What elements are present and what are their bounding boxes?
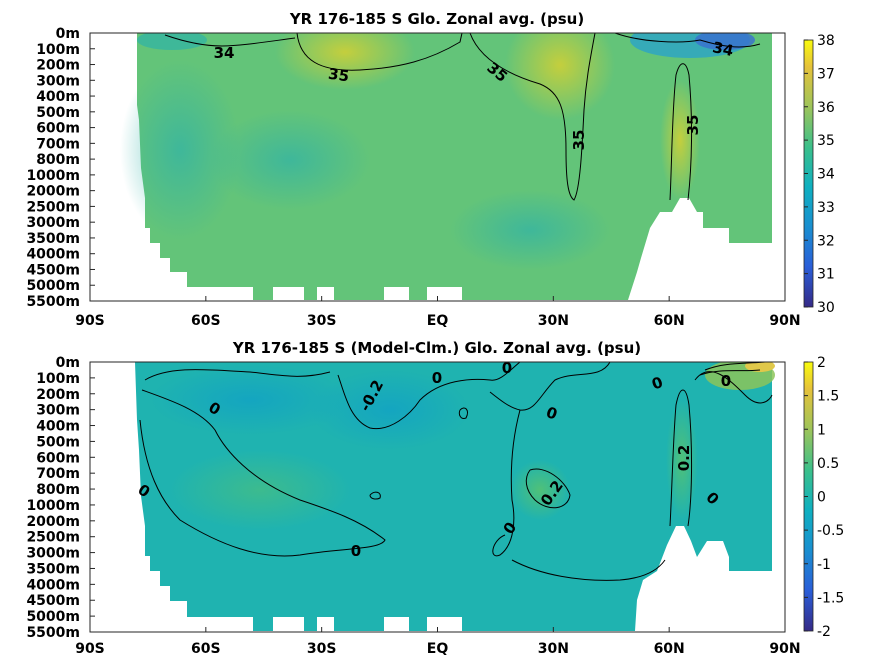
contour-label: 0	[351, 542, 361, 560]
x-tick-label: 90N	[769, 313, 800, 329]
x-tick-label: 60N	[654, 313, 685, 329]
contour-label: 0.2	[675, 445, 693, 472]
y-tick-label: 3500m	[26, 561, 80, 577]
y-tick-label: 300m	[36, 73, 80, 89]
chart-title-top: YR 176-185 S Glo. Zonal avg. (psu)	[289, 10, 584, 28]
y-tick-label: 800m	[36, 152, 80, 168]
colorbar-tick-label: 2	[817, 355, 826, 371]
y-tick-label: 200m	[36, 58, 80, 74]
colorbar-tick-label: -2	[817, 624, 831, 640]
y-tick-label: 5500m	[26, 625, 80, 641]
y-tick-label: 1000m	[26, 498, 80, 514]
x-tick-label: 60S	[191, 641, 221, 656]
y-tick-label: 3000m	[26, 215, 80, 231]
y-tick-label: 300m	[36, 403, 80, 419]
y-tick-label: 5000m	[26, 278, 80, 294]
colorbar-tick-label: -1	[817, 557, 831, 573]
y-tick-label: 400m	[36, 419, 80, 435]
colorbar-tick-label: 37	[817, 66, 835, 82]
colorbar-tick-label: 32	[817, 233, 835, 249]
x-tick-label: EQ	[427, 313, 449, 329]
y-tick-label: 100m	[36, 42, 80, 58]
y-tick-label: 800m	[36, 482, 80, 498]
y-tick-label: 200m	[36, 387, 80, 403]
y-axis-bottom: 0m100m200m300m400m500m600m700m800m1000m2…	[26, 355, 95, 641]
y-tick-label: 4500m	[26, 593, 80, 609]
x-tick-label: 60N	[654, 641, 685, 656]
x-tick-label: 90N	[769, 641, 800, 656]
y-tick-label: 600m	[36, 121, 80, 137]
y-tick-label: 500m	[36, 105, 80, 121]
colorbar-tick-label: -1.5	[817, 590, 844, 606]
x-tick-label: 30N	[538, 641, 569, 656]
x-tick-label: EQ	[427, 641, 449, 656]
colorbar-tick-label: 31	[817, 267, 835, 283]
panel-bottom: YR 176-185 S (Model-Clm.) Glo. Zonal avg…	[26, 339, 844, 656]
salinity-field-top	[120, 33, 772, 300]
panel-top: YR 176-185 S Glo. Zonal avg. (psu) 34 35…	[26, 10, 834, 329]
y-tick-label: 4500m	[26, 262, 80, 278]
y-tick-label: 500m	[36, 434, 80, 450]
colorbar-tick-label: 38	[817, 33, 835, 49]
colorbar-tick-label: 1	[817, 422, 826, 438]
x-tick-label: 30S	[307, 313, 337, 329]
contour-label: 34	[711, 38, 735, 60]
contour-label: 0	[502, 359, 512, 377]
x-tick-label: 30S	[307, 641, 337, 656]
y-tick-label: 0m	[56, 355, 80, 371]
y-tick-label: 3000m	[26, 546, 80, 562]
y-tick-label: 0m	[56, 26, 80, 42]
x-tick-label: 90S	[75, 313, 105, 329]
contour-label: 35	[327, 65, 350, 86]
contour-label: 35	[684, 115, 702, 136]
y-tick-label: 2500m	[26, 530, 80, 546]
y-axis-top: 0m100m200m300m400m500m600m700m800m1000m2…	[26, 26, 95, 310]
colorbar-ticks-bottom: 2 1.5 1 0.5 0 -0.5 -1 -1.5 -2	[804, 355, 844, 640]
colorbar-tick-label: 30	[817, 300, 835, 316]
x-axis-bottom: 90S 60S 30S EQ 30N 60N 90N	[75, 627, 801, 656]
y-tick-label: 600m	[36, 450, 80, 466]
y-tick-label: 2000m	[26, 514, 80, 530]
colorbar-tick-label: -0.5	[817, 523, 844, 539]
chart-title-bottom: YR 176-185 S (Model-Clm.) Glo. Zonal avg…	[232, 339, 641, 357]
contour-labels-top: 34 35 35 35 35 34	[214, 38, 736, 150]
y-tick-label: 1000m	[26, 168, 80, 184]
colorbar-ticks-top: 38 37 36 35 34 33 32 31 30	[804, 33, 835, 316]
y-tick-label: 4000m	[26, 577, 80, 593]
colorbar-tick-label: 0.5	[817, 456, 839, 472]
colorbar-tick-label: 0	[817, 490, 826, 506]
x-axis-top: 90S 60S 30S EQ 30N 60N 90N	[75, 296, 801, 329]
colorbar-tick-label: 34	[817, 167, 835, 183]
colorbar-tick-label: 35	[817, 133, 835, 149]
x-tick-label: 60S	[191, 313, 221, 329]
y-tick-label: 3500m	[26, 231, 80, 247]
colorbar-tick-label: 36	[817, 100, 835, 116]
y-tick-label: 5000m	[26, 609, 80, 625]
y-tick-label: 4000m	[26, 247, 80, 263]
y-tick-label: 700m	[36, 466, 80, 482]
x-tick-label: 90S	[75, 641, 105, 656]
y-tick-label: 2500m	[26, 199, 80, 215]
contour-label: 34	[214, 44, 235, 62]
colorbar-tick-label: 33	[817, 200, 835, 216]
y-tick-label: 5500m	[26, 294, 80, 310]
y-tick-label: 400m	[36, 89, 80, 105]
contour-label: 35	[570, 130, 588, 151]
y-tick-label: 2000m	[26, 184, 80, 200]
colorbar-tick-label: 1.5	[817, 389, 839, 405]
y-tick-label: 100m	[36, 371, 80, 387]
x-tick-label: 30N	[538, 313, 569, 329]
y-tick-label: 700m	[36, 136, 80, 152]
salinity-difference-field-bottom	[135, 362, 775, 631]
contour-label: 0	[432, 369, 442, 387]
contour-label: 0	[721, 372, 731, 390]
